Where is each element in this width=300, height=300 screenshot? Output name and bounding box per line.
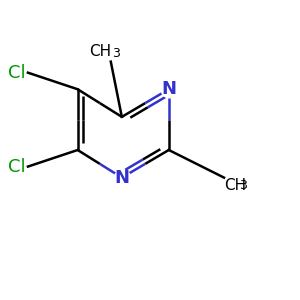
Text: CH: CH bbox=[89, 44, 111, 59]
Text: Cl: Cl bbox=[8, 158, 25, 175]
Text: CH: CH bbox=[224, 178, 246, 193]
Text: Cl: Cl bbox=[8, 64, 25, 82]
Text: 3: 3 bbox=[239, 179, 247, 192]
Text: N: N bbox=[114, 169, 129, 187]
Text: 3: 3 bbox=[112, 47, 120, 60]
Text: N: N bbox=[161, 80, 176, 98]
